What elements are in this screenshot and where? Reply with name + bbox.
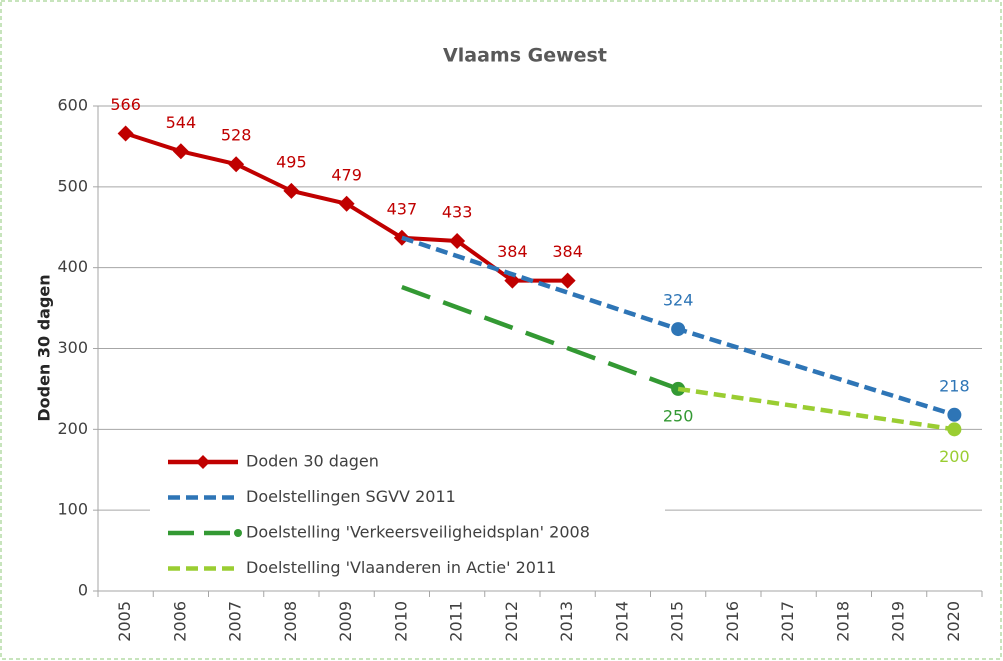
data-label: 384 <box>552 242 583 261</box>
legend-label: Doelstellingen SGVV 2011 <box>246 487 456 506</box>
x-tick-label: 2010 <box>391 601 410 642</box>
legend-label: Doelstelling 'Vlaanderen in Actie' 2011 <box>246 558 556 577</box>
data-label: 250 <box>663 406 694 425</box>
data-label: 528 <box>221 126 252 145</box>
legend-label: Doelstelling 'Verkeersveiligheidsplan' 2… <box>246 523 590 542</box>
x-tick-label: 2020 <box>944 601 963 642</box>
x-tick-label: 2006 <box>170 601 189 642</box>
data-label: 437 <box>387 199 418 218</box>
series-line <box>677 386 955 432</box>
marker <box>338 195 355 212</box>
x-tick-label: 2018 <box>833 601 852 642</box>
data-label: 479 <box>331 165 362 184</box>
marker <box>228 156 245 173</box>
x-tick-label: 2015 <box>668 601 687 642</box>
x-tick-label: 2016 <box>723 601 742 642</box>
data-label: 495 <box>276 152 307 171</box>
marker <box>559 272 576 289</box>
legend-marker <box>196 455 210 469</box>
x-tick-label: 2012 <box>502 601 521 642</box>
y-tick-label: 100 <box>57 500 88 519</box>
marker <box>117 125 134 142</box>
legend-label: Doden 30 dagen <box>246 452 379 471</box>
y-tick-label: 400 <box>57 257 88 276</box>
x-tick-label: 2019 <box>889 601 908 642</box>
x-tick-label: 2009 <box>336 601 355 642</box>
data-label: 218 <box>939 376 970 395</box>
x-tick-label: 2011 <box>447 601 466 642</box>
data-label: 566 <box>110 95 141 114</box>
marker <box>947 407 962 422</box>
marker <box>504 272 521 289</box>
marker <box>671 322 686 337</box>
y-tick-label: 200 <box>57 419 88 438</box>
data-label: 544 <box>166 113 197 132</box>
data-label: 324 <box>663 291 694 310</box>
x-tick-label: 2013 <box>557 601 576 642</box>
chart-title: Vlaams Gewest <box>443 45 607 67</box>
y-tick-label: 600 <box>57 96 88 115</box>
marker <box>449 232 466 249</box>
legend: Doden 30 dagen Doelstellingen SGVV 2011 Do… <box>150 440 665 585</box>
x-tick-label: 2005 <box>115 601 134 642</box>
x-tick-label: 2008 <box>281 601 300 642</box>
legend-marker <box>234 529 242 537</box>
series-line <box>401 284 679 392</box>
data-label: 200 <box>939 447 970 466</box>
x-tick-label: 2007 <box>226 601 245 642</box>
data-label: 384 <box>497 242 528 261</box>
y-tick-label: 500 <box>57 176 88 195</box>
y-tick-label: 300 <box>57 338 88 357</box>
marker <box>947 422 962 437</box>
y-axis-title: Doden 30 dagen <box>35 274 54 421</box>
data-label: 433 <box>442 202 473 221</box>
marker <box>283 182 300 199</box>
x-tick-label: 2017 <box>778 601 797 642</box>
y-tick-label: 0 <box>78 581 88 600</box>
x-tick-label: 2014 <box>612 601 631 642</box>
marker <box>172 143 189 160</box>
